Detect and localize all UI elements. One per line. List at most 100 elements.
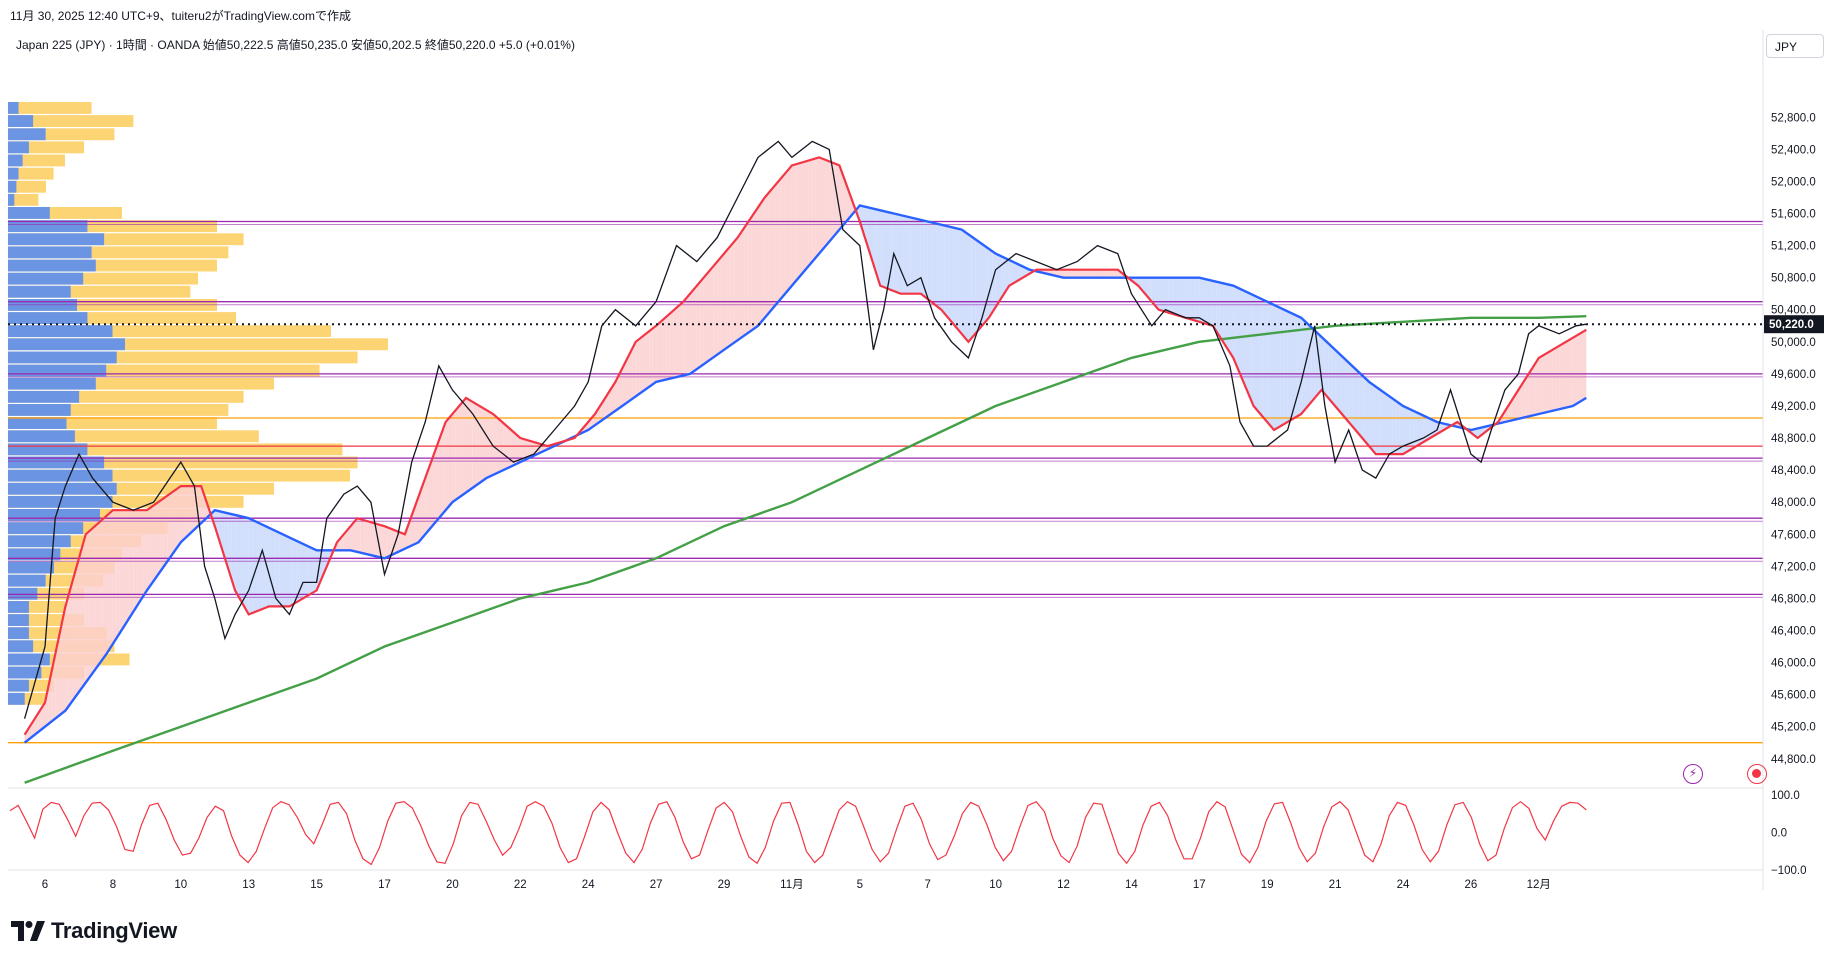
fill-segment [1189, 277, 1193, 320]
fill-segment [703, 273, 708, 365]
indicator-lines: 50,220.0 [8, 140, 1824, 784]
fill-segment [401, 532, 405, 551]
x-tick-label: 10 [174, 879, 187, 891]
vp-bar-down [8, 272, 198, 285]
fill-segment [245, 517, 249, 615]
fill-segment [1392, 398, 1397, 455]
fill-segment [275, 531, 280, 607]
fill-segment [143, 510, 147, 596]
x-tick-label: 14 [1125, 879, 1138, 891]
fill-segment [418, 487, 422, 543]
fill-segment [883, 211, 887, 289]
fill-segment [520, 438, 524, 463]
fill-segment [167, 493, 171, 562]
fill-segment [1321, 337, 1325, 394]
fill-segment [357, 518, 361, 553]
fill-segment [740, 227, 745, 338]
vp-bar-up [8, 509, 100, 521]
fill-segment [1582, 329, 1587, 400]
fill-segment [146, 507, 151, 591]
currency-selector[interactable]: JPY [1766, 34, 1824, 58]
fill-segment [58, 622, 62, 716]
vp-bar-down [8, 469, 350, 482]
vp-bar-down [8, 364, 320, 377]
vp-bar-down [8, 561, 115, 574]
vp-bar-down [8, 325, 331, 338]
fill-segment [805, 160, 809, 270]
fill-segment [92, 525, 96, 674]
fill-segment [367, 521, 371, 556]
vp-bar-up [8, 220, 88, 233]
y-tick-label: 48,000.0 [1771, 497, 1816, 509]
y-tick-label: 52,800.0 [1771, 112, 1816, 124]
vp-bar-down [8, 115, 134, 127]
fill-segment [1233, 285, 1237, 366]
fill-segment [1144, 277, 1149, 298]
y-tick-label: 46,400.0 [1771, 626, 1816, 638]
vp-bar-up [8, 390, 80, 403]
fill-segment [988, 248, 993, 318]
horizontal-levels [8, 220, 1763, 744]
vp-bar-up [8, 614, 29, 626]
vp-bar-up [8, 246, 92, 259]
fill-segment [1005, 258, 1010, 292]
vp-bar-down [8, 351, 358, 364]
fill-segment [931, 222, 935, 305]
vp-bar-up [8, 535, 71, 548]
y-tick-label: 44,800.0 [1771, 754, 1816, 766]
fill-segment [1087, 269, 1091, 278]
fill-segment [241, 516, 246, 609]
fill-segment [1192, 277, 1196, 321]
fill-segment [693, 285, 697, 372]
fill-segment [1369, 381, 1373, 451]
fill-segment [286, 535, 290, 607]
fill-segment [231, 514, 236, 591]
fill-segment [876, 209, 881, 286]
vp-bar-up [8, 207, 50, 219]
fill-segment [1100, 269, 1105, 278]
fill-segment [282, 534, 287, 607]
fill-segment [258, 523, 263, 611]
fill-segment [625, 355, 629, 404]
fill-segment [1182, 277, 1186, 318]
symbol-legend[interactable]: Japan 225 (JPY) · 1時間 · OANDA 始値50,222.5… [16, 38, 575, 52]
fill-segment [1409, 409, 1414, 451]
osc-tick-label: 100.0 [1771, 790, 1800, 802]
fill-segment [720, 253, 724, 353]
fill-segment [649, 328, 653, 387]
fill-segment [1253, 295, 1258, 410]
brand-logo[interactable]: TradingView [11, 918, 177, 944]
record-icon[interactable] [1747, 764, 1767, 784]
fill-segment [645, 331, 650, 390]
y-tick-label: 50,800.0 [1771, 273, 1816, 285]
fill-segment [1525, 373, 1529, 418]
vp-bar-up [8, 259, 96, 272]
fill-segment [1528, 368, 1533, 417]
fill-segment [313, 548, 317, 593]
fill-segment [982, 244, 986, 326]
fill-segment [228, 513, 232, 580]
fill-segment [381, 525, 385, 559]
fill-segment [82, 534, 86, 688]
flash-icon[interactable]: ⚡ [1683, 764, 1703, 784]
fill-segment [1294, 314, 1298, 418]
vp-bar-down [8, 482, 274, 495]
fill-segment [1172, 277, 1176, 315]
fill-segment [1240, 288, 1244, 382]
x-tick-label: 15 [310, 879, 323, 891]
fill-segment [917, 219, 921, 294]
oscillator-line [9, 800, 1587, 866]
vp-bar-up [8, 312, 88, 324]
fill-segment [516, 435, 521, 464]
fill-segment [1419, 413, 1424, 445]
fill-segment [1107, 269, 1112, 278]
fill-segment [1345, 359, 1349, 422]
vp-bar-up [8, 404, 71, 416]
volume-profile [8, 102, 388, 705]
vp-bar-down [8, 338, 388, 351]
fill-segment [506, 426, 511, 469]
ma-fill [24, 157, 1587, 743]
fill-segment [1535, 357, 1539, 415]
fill-segment [455, 405, 460, 500]
